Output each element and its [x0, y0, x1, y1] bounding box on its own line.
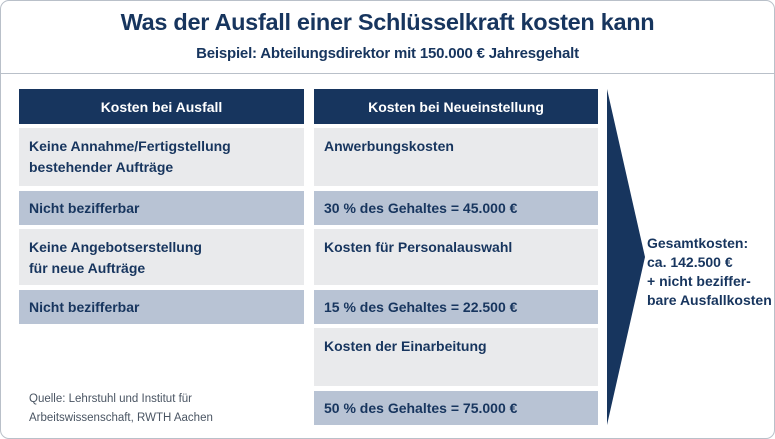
right-row-1-label: Anwerbungskosten [324, 138, 454, 154]
right-row-4-label: 15 % des Gehaltes = 22.500 € [324, 298, 518, 315]
left-column-heading: Kosten bei Ausfall [19, 89, 304, 124]
right-row-6-label: 50 % des Gehaltes = 75.000 € [324, 399, 518, 416]
source-line-2: Arbeitswissenschaft, RWTH Aachen [29, 412, 213, 424]
right-row-3-label: Kosten für Personalauswahl [324, 239, 513, 255]
right-row-2-label: 30 % des Gehaltes = 45.000 € [324, 199, 518, 216]
right-row-5-label: Kosten der Einarbeitung [324, 338, 487, 354]
total-line-3: + nicht beziffer- [647, 273, 751, 289]
right-row-2: 30 % des Gehaltes = 45.000 € [314, 191, 598, 225]
left-row-1-line1: Keine Annahme/Fertigstellung [29, 138, 231, 154]
summation-arrow-icon [607, 89, 645, 425]
right-row-1: Anwerbungskosten [314, 128, 598, 186]
left-row-4: Nicht bezifferbar [19, 290, 304, 324]
page-subtitle: Beispiel: Abteilungsdirektor mit 150.000… [196, 45, 579, 62]
source-note: Quelle: Lehrstuhl und Institut für Arbei… [29, 390, 213, 428]
left-row-3-line1: Keine Angebotserstellung [29, 239, 202, 255]
left-row-1-line2: bestehender Aufträge [29, 159, 174, 175]
right-row-3: Kosten für Personalauswahl [314, 229, 598, 285]
left-row-3-line2: für neue Aufträge [29, 260, 146, 276]
source-line-1: Quelle: Lehrstuhl und Institut für [29, 393, 193, 405]
total-costs: Gesamtkosten: ca. 142.500 € + nicht bezi… [647, 234, 775, 310]
right-row-4: 15 % des Gehaltes = 22.500 € [314, 290, 598, 324]
total-line-4: bare Ausfallkosten [647, 292, 772, 308]
left-row-4-label: Nicht bezifferbar [29, 298, 140, 315]
left-row-2: Nicht bezifferbar [19, 191, 304, 225]
right-row-6: 50 % des Gehaltes = 75.000 € [314, 391, 598, 425]
total-line-2: ca. 142.500 € [647, 254, 733, 270]
left-row-3: Keine Angebotserstellung für neue Aufträ… [19, 229, 304, 285]
header: Was der Ausfall einer Schlüsselkraft kos… [1, 1, 774, 73]
right-row-5: Kosten der Einarbeitung [314, 328, 598, 386]
page-title: Was der Ausfall einer Schlüsselkraft kos… [120, 9, 655, 35]
left-row-1: Keine Annahme/Fertigstellung bestehender… [19, 128, 304, 186]
header-divider [1, 73, 774, 74]
arrow-shape [607, 89, 645, 425]
total-line-1: Gesamtkosten: [647, 235, 749, 251]
right-column-heading: Kosten bei Neueinstellung [314, 89, 598, 124]
left-row-2-label: Nicht bezifferbar [29, 199, 140, 216]
